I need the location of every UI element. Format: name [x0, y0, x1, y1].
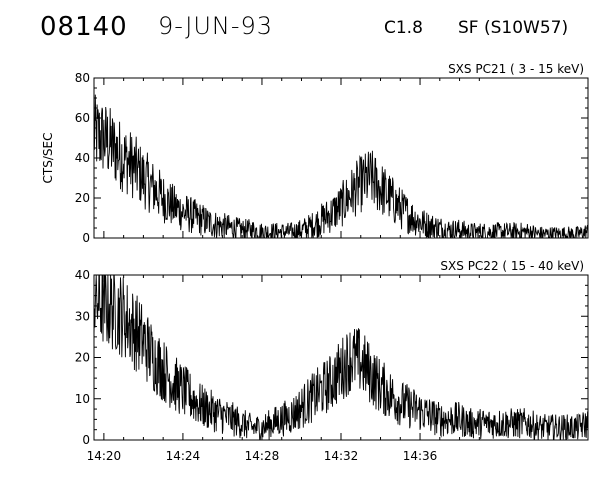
flare-location: SF (S10W57): [458, 18, 569, 38]
x-tick-label: 14:20: [87, 449, 122, 463]
y-tick-label: 0: [82, 231, 90, 245]
series-line-pc21: [94, 94, 588, 238]
plot-frame: [93, 77, 589, 239]
flare-class: C1.8: [384, 18, 423, 38]
y-axis-label: CTS/SEC: [41, 133, 55, 184]
y-tick-label: 60: [75, 111, 90, 125]
chart-panel-pc21: SXS PC21 ( 3 - 15 keV) 0 20 40 60 80 CTS/SEC: [41, 62, 589, 245]
panel-title: SXS PC21 ( 3 - 15 keV): [448, 62, 584, 76]
y-tick-label: 40: [75, 268, 90, 282]
y-tick-label: 20: [75, 351, 90, 365]
series-line-pc22: [94, 275, 588, 440]
chart-panel-pc22: SXS PC22 ( 15 - 40 keV) 0 10 20 30 40 14:20 14:…: [75, 259, 589, 463]
y-tick-label: 30: [75, 309, 90, 323]
y-tick-label: 20: [75, 191, 90, 205]
y-tick-label: 0: [82, 433, 90, 447]
y-tick-label: 80: [75, 71, 90, 85]
x-tick-label: 14:32: [324, 449, 359, 463]
y-tick-label: 40: [75, 151, 90, 165]
event-date: 9-JUN-93: [158, 12, 274, 40]
x-tick-label: 14:36: [403, 449, 438, 463]
panel-title: SXS PC22 ( 15 - 40 keV): [440, 259, 584, 273]
x-tick-label: 14:28: [245, 449, 280, 463]
event-number: 08140: [40, 12, 128, 42]
x-tick-label: 14:24: [166, 449, 201, 463]
y-tick-label: 10: [75, 392, 90, 406]
